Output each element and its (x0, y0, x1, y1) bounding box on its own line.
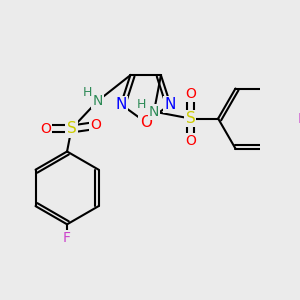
Text: O: O (40, 122, 51, 136)
Text: H: H (137, 98, 146, 111)
Text: N: N (115, 97, 127, 112)
Text: O: O (140, 115, 152, 130)
Text: N: N (149, 105, 159, 118)
Text: N: N (165, 97, 176, 112)
Text: O: O (90, 118, 101, 133)
Text: N: N (92, 94, 103, 108)
Text: F: F (63, 231, 71, 245)
Text: S: S (185, 111, 195, 126)
Text: O: O (185, 87, 196, 101)
Text: H: H (82, 86, 92, 99)
Text: F: F (297, 112, 300, 126)
Text: O: O (185, 134, 196, 148)
Text: S: S (67, 122, 76, 136)
